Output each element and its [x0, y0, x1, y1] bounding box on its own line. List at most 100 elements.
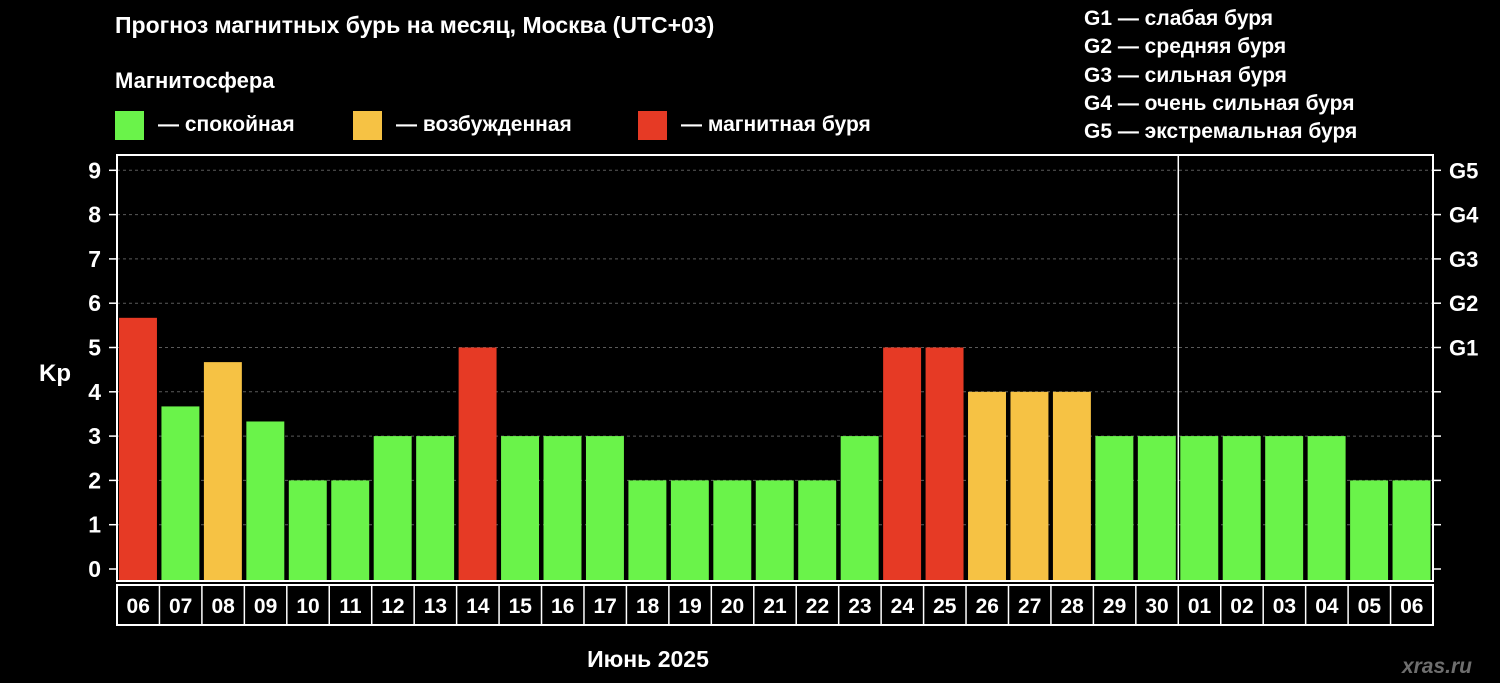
bar-quiet [1265, 436, 1304, 581]
bar-quiet [840, 436, 879, 581]
date-label: 27 [1018, 595, 1041, 618]
bar-quiet [1222, 436, 1261, 581]
date-label: 03 [1273, 595, 1296, 618]
date-label: 15 [509, 595, 533, 618]
date-label: 25 [933, 595, 957, 618]
g-scale-g2: G2 — средняя буря [1084, 35, 1287, 59]
bar-quiet [373, 436, 412, 581]
g-scale-g1: G1 — слабая буря [1084, 7, 1274, 30]
date-label: 26 [976, 595, 999, 618]
bar-quiet [246, 421, 285, 581]
date-label: 22 [806, 595, 829, 618]
bar-quiet [1350, 480, 1389, 581]
date-label: 23 [848, 595, 871, 618]
y-axis-title: Kp [39, 360, 71, 387]
legend-swatch-quiet [115, 110, 144, 140]
bar-quiet [1180, 436, 1219, 581]
date-label: 10 [296, 595, 319, 618]
legend-label-storm: — магнитная буря [681, 113, 871, 136]
date-label: 06 [127, 595, 150, 618]
legend-item-active: — возбужденная [353, 110, 572, 140]
bar-quiet [670, 480, 709, 581]
bar-active [1052, 391, 1091, 581]
legend-swatch-storm [638, 110, 667, 140]
date-label: 21 [763, 595, 787, 618]
date-label: 16 [551, 595, 574, 618]
bar-quiet [1307, 436, 1346, 581]
date-label: 05 [1358, 595, 1382, 618]
date-label: 30 [1145, 595, 1168, 618]
bar-storm [925, 347, 964, 581]
date-label: 17 [594, 595, 617, 618]
g-tick-label: G5 [1449, 158, 1478, 183]
y-tick-label: 5 [88, 335, 101, 361]
date-label: 08 [211, 595, 235, 618]
bar-active [203, 362, 242, 581]
bar-storm [458, 347, 497, 581]
bar-quiet [585, 436, 624, 581]
chart-title: Прогноз магнитных бурь на месяц, Москва … [115, 12, 715, 38]
g-tick-label: G2 [1449, 291, 1478, 316]
bar-quiet [161, 406, 200, 581]
date-label: 19 [678, 595, 701, 618]
g-scale-g3: G3 — сильная буря [1084, 63, 1287, 87]
y-tick-label: 0 [88, 556, 101, 582]
g-tick-label: G1 [1449, 336, 1478, 361]
g-tick-label: G3 [1449, 247, 1478, 272]
g-scale-g4: G4 — очень сильная буря [1084, 91, 1355, 115]
g-tick-label: G4 [1449, 203, 1479, 228]
date-label: 28 [1060, 595, 1084, 618]
date-label: 01 [1188, 595, 1212, 618]
y-tick-label: 1 [88, 512, 101, 538]
y-tick-label: 8 [88, 202, 101, 228]
date-label: 14 [466, 595, 490, 618]
g-scale-g5: G5 — экстремальная буря [1084, 120, 1358, 144]
bar-quiet [1137, 436, 1176, 581]
y-tick-label: 4 [88, 379, 101, 405]
source-watermark: xras.ru [1401, 655, 1472, 678]
legend-swatch-active [353, 110, 382, 140]
bar-quiet [1095, 436, 1134, 581]
y-tick-label: 9 [88, 157, 101, 183]
date-row-frame [116, 584, 1434, 626]
bar-storm [883, 347, 922, 581]
date-label: 04 [1315, 595, 1339, 618]
date-label: 06 [1400, 595, 1423, 618]
date-label: 24 [891, 595, 915, 618]
date-label: 20 [721, 595, 744, 618]
bar-quiet [1392, 480, 1431, 581]
g-scale-legend: G1 — слабая буря G2 — средняя буря G3 — … [1084, 5, 1357, 146]
y-tick-label: 2 [88, 467, 101, 493]
bar-quiet [543, 436, 582, 581]
bar-quiet [416, 436, 455, 581]
legend-label-quiet: — спокойная [158, 113, 295, 136]
date-label: 07 [169, 595, 192, 618]
legend-item-storm: — магнитная буря [638, 110, 871, 140]
y-tick-label: 3 [88, 423, 101, 449]
legend-title: Магнитосфера [115, 68, 275, 93]
bar-quiet [713, 480, 752, 581]
bar-active [1010, 391, 1049, 581]
y-tick-label: 7 [88, 246, 101, 272]
legend-label-active: — возбужденная [396, 113, 572, 136]
bar-quiet [331, 480, 370, 581]
bar-quiet [288, 480, 327, 581]
date-label: 18 [636, 595, 660, 618]
bar-storm [119, 317, 157, 581]
y-tick-label: 6 [88, 290, 101, 316]
bar-quiet [501, 436, 540, 581]
date-label: 12 [381, 595, 404, 618]
date-label: 11 [339, 595, 362, 618]
date-label: 13 [424, 595, 447, 618]
x-axis-title: Июнь 2025 [587, 646, 709, 672]
bar-quiet [628, 480, 667, 581]
bar-active [968, 391, 1006, 581]
date-label: 02 [1230, 595, 1253, 618]
date-label: 09 [254, 595, 277, 618]
legend-item-quiet: — спокойная [115, 110, 295, 140]
date-label: 29 [1103, 595, 1126, 618]
bar-quiet [798, 480, 837, 581]
bar-quiet [755, 480, 794, 581]
plot-frame [116, 154, 1434, 582]
